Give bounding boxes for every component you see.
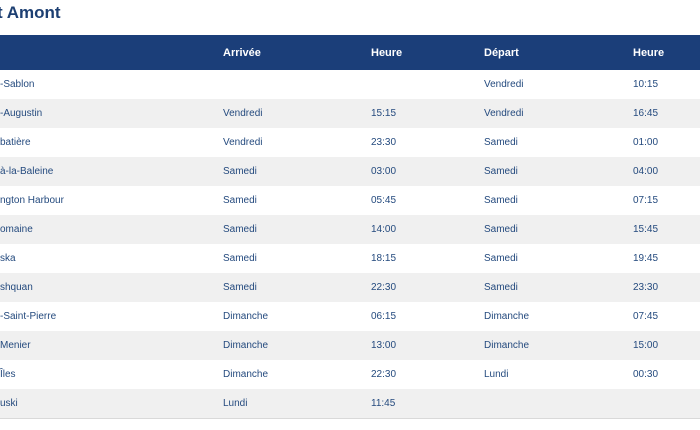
- arrival-time-cell: [371, 70, 484, 99]
- departure-day-cell: Samedi: [484, 253, 518, 264]
- table-row: ska Samedi 18:15 Samedi 19:45: [0, 244, 700, 273]
- departure-day-cell: [484, 389, 633, 418]
- arrival-day-cell: Samedi: [223, 253, 257, 264]
- departure-day-cell: Vendredi: [484, 108, 524, 119]
- departure-day-cell: Samedi: [484, 137, 518, 148]
- port-cell: Îles: [0, 369, 16, 380]
- departure-time-cell: 01:00: [633, 137, 659, 148]
- arrival-time-cell: 18:15: [371, 253, 397, 264]
- arrival-day-cell: Dimanche: [223, 369, 269, 380]
- departure-time-cell: 16:45: [633, 108, 659, 119]
- arrival-time-cell: 23:30: [371, 137, 397, 148]
- departure-day-cell: Dimanche: [484, 311, 530, 322]
- departure-time-cell: [633, 389, 700, 418]
- arrival-time-cell: 03:00: [371, 166, 397, 177]
- header-arrival-time: Heure: [371, 46, 403, 59]
- port-cell: shquan: [0, 282, 33, 293]
- table-row: Îles Dimanche 22:30 Lundi 00:30: [0, 360, 700, 389]
- departure-time-cell: 15:00: [633, 340, 659, 351]
- table-row: -Saint-Pierre Dimanche 06:15 Dimanche 07:45: [0, 302, 700, 331]
- table-row: batière Vendredi 23:30 Samedi 01:00: [0, 128, 700, 157]
- arrival-time-cell: 11:45: [371, 397, 396, 409]
- table-row: omaine Samedi 14:00 Samedi 15:45: [0, 215, 700, 244]
- arrival-day-cell: [223, 70, 371, 99]
- arrival-day-cell: Samedi: [223, 166, 257, 177]
- departure-time-cell: 04:00: [633, 166, 659, 177]
- departure-time-cell: 07:15: [633, 195, 659, 206]
- arrival-day-cell: Dimanche: [223, 311, 269, 322]
- page-title: t Amont: [0, 3, 61, 22]
- arrival-time-cell: 13:00: [371, 340, 397, 351]
- port-cell: Menier: [0, 340, 31, 351]
- table-row: Menier Dimanche 13:00 Dimanche 15:00: [0, 331, 700, 360]
- port-cell: batière: [0, 137, 31, 148]
- arrival-time-cell: 06:15: [371, 311, 397, 322]
- departure-time-cell: 15:45: [633, 224, 659, 235]
- departure-day-cell: Samedi: [484, 195, 518, 206]
- departure-day-cell: Samedi: [484, 224, 518, 235]
- table-row: ngton Harbour Samedi 05:45 Samedi 07:15: [0, 186, 700, 215]
- table-row: uski Lundi 11:45: [0, 389, 700, 418]
- departure-day-cell: Dimanche: [484, 340, 530, 351]
- arrival-day-cell: Samedi: [223, 282, 257, 293]
- schedule-table: Arrivée Heure Départ Heure -Sablon Vendre…: [0, 35, 700, 419]
- table-header-row: Arrivée Heure Départ Heure: [0, 35, 700, 70]
- table-row: shquan Samedi 22:30 Samedi 23:30: [0, 273, 700, 302]
- departure-day-cell: Samedi: [484, 282, 518, 293]
- arrival-day-cell: Samedi: [223, 195, 257, 206]
- arrival-day-cell: Lundi: [223, 397, 248, 409]
- table-row: à-la-Baleine Samedi 03:00 Samedi 04:00: [0, 157, 700, 186]
- port-cell: ngton Harbour: [0, 195, 64, 206]
- port-cell: à-la-Baleine: [0, 166, 54, 177]
- departure-day-cell: Vendredi: [484, 79, 524, 90]
- departure-time-cell: 10:15: [633, 79, 659, 90]
- arrival-time-cell: 22:30: [371, 369, 397, 380]
- arrival-day-cell: Samedi: [223, 224, 257, 235]
- table-body: -Sablon Vendredi 10:15 -Augustin Vendredi 15:…: [0, 70, 700, 418]
- arrival-day-cell: Vendredi: [223, 137, 263, 148]
- arrival-time-cell: 15:15: [371, 108, 397, 119]
- departure-time-cell: 23:30: [633, 282, 659, 293]
- departure-day-cell: Lundi: [484, 369, 509, 380]
- arrival-time-cell: 05:45: [371, 195, 397, 206]
- port-cell: -Sablon: [0, 79, 35, 90]
- header-departure-day: Départ: [484, 46, 519, 59]
- port-cell: ska: [0, 253, 16, 264]
- arrival-time-cell: 14:00: [371, 224, 397, 235]
- arrival-day-cell: Vendredi: [223, 108, 263, 119]
- table-row: -Sablon Vendredi 10:15: [0, 70, 700, 99]
- departure-time-cell: 07:45: [633, 311, 659, 322]
- header-departure-time: Heure: [633, 46, 665, 59]
- port-cell: -Saint-Pierre: [0, 311, 57, 322]
- arrival-time-cell: 22:30: [371, 282, 397, 293]
- port-cell: uski: [0, 397, 18, 409]
- departure-day-cell: Samedi: [484, 166, 518, 177]
- header-arrival-day: Arrivée: [223, 46, 261, 59]
- table-row: -Augustin Vendredi 15:15 Vendredi 16:45: [0, 99, 700, 128]
- arrival-day-cell: Dimanche: [223, 340, 269, 351]
- port-cell: omaine: [0, 224, 33, 235]
- departure-time-cell: 19:45: [633, 253, 659, 264]
- header-port: [0, 35, 223, 70]
- port-cell: -Augustin: [0, 108, 43, 119]
- departure-time-cell: 00:30: [633, 369, 659, 380]
